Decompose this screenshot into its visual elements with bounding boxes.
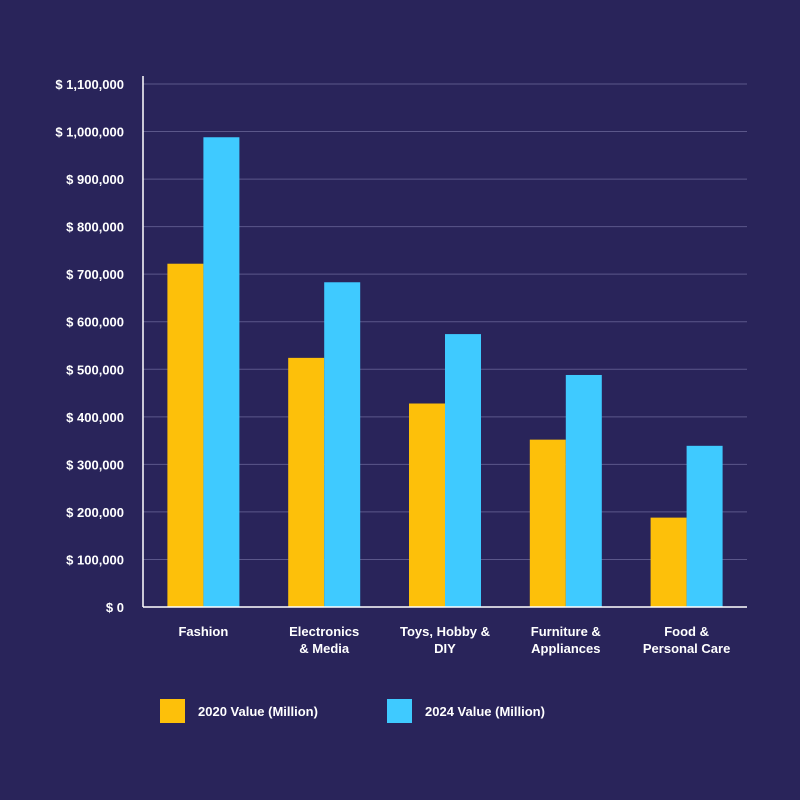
y-tick-label: $ 400,000 (66, 410, 124, 425)
bar-2020 (288, 357, 325, 607)
bar-2024 (686, 445, 723, 607)
x-category-label: Toys, Hobby & DIY (400, 624, 490, 656)
legend-swatch (160, 699, 185, 723)
bar-2020 (529, 439, 566, 607)
x-category-label: Food & Personal Care (643, 624, 730, 656)
y-tick-label: $ 600,000 (66, 315, 124, 330)
bar-2024 (324, 282, 361, 607)
x-category-label: Electronics & Media (289, 624, 359, 656)
x-category-label: Fashion (178, 624, 228, 639)
y-tick-label: $ 100,000 (66, 552, 124, 567)
x-category-labels: Fashion Electronics & Media Toys, Hobby & DI… (178, 624, 730, 656)
legend-swatch (387, 699, 412, 723)
bar-2024 (445, 334, 481, 607)
y-tick-label: $ 1,000,000 (55, 125, 124, 140)
bars (167, 137, 723, 607)
bar-2024 (565, 374, 602, 607)
y-tick-label: $ 300,000 (66, 457, 124, 472)
y-tick-label: $ 0 (106, 600, 124, 615)
y-tick-label: $ 800,000 (66, 220, 124, 235)
bar-2020 (650, 517, 687, 607)
legend-label: 2024 Value (Million) (425, 704, 545, 719)
y-tick-label: $ 1,100,000 (55, 77, 124, 92)
bar-2020 (409, 403, 445, 607)
y-tick-label: $ 700,000 (66, 267, 124, 282)
axes (142, 76, 747, 608)
y-tick-label: $ 200,000 (66, 505, 124, 520)
x-category-label: Furniture & Appliances (531, 624, 601, 656)
y-tick-labels: $ 0 $ 100,000 $ 200,000 $ 300,000 $ 400,000 $… (55, 77, 124, 615)
legend: 2020 Value (Million) 2024 Value (Million) (160, 699, 545, 723)
legend-label: 2020 Value (Million) (198, 704, 318, 719)
bar-2020 (167, 263, 204, 607)
y-tick-label: $ 900,000 (66, 172, 124, 187)
bar-2024 (203, 137, 240, 607)
y-tick-label: $ 500,000 (66, 362, 124, 377)
